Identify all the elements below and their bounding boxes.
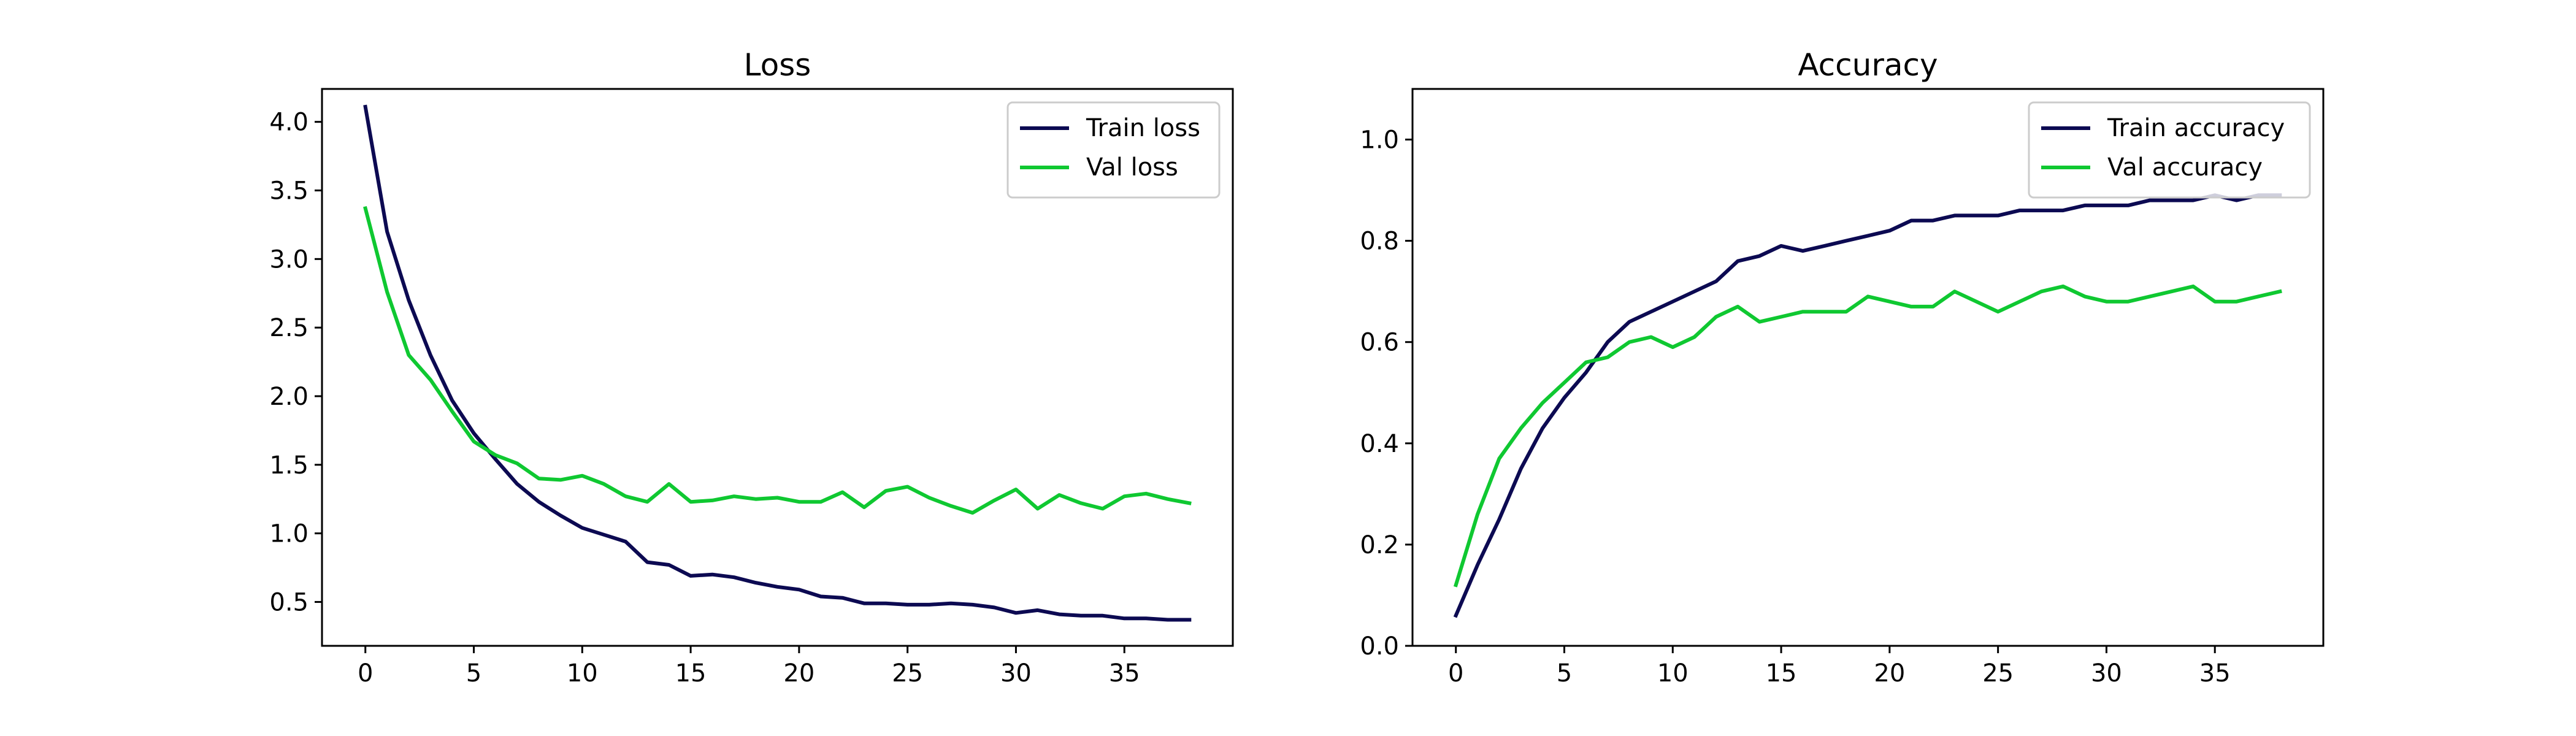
- y-tick-label: 0.5: [269, 588, 309, 616]
- legend: Train accuracy Val accuracy: [2028, 101, 2311, 199]
- x-tick-label: 20: [783, 659, 815, 688]
- x-tick-label: 30: [2091, 659, 2122, 688]
- y-tick-label: 1.0: [1360, 126, 1399, 155]
- chart-title: Accuracy: [1798, 47, 1938, 83]
- y-tick-label: 3.0: [269, 245, 309, 274]
- chart-panel-0: Loss 0 5 10 15 20 25 30 35 0.5 1.0 1.5 2.0 2.5 3.0 3.5 4…: [269, 47, 1234, 688]
- y-tick-label: 3.5: [269, 177, 309, 205]
- x-tick-label: 10: [1657, 659, 1689, 688]
- series-line-1: [1453, 284, 2282, 588]
- plot-frame: [321, 88, 1234, 647]
- series-line-1: [363, 205, 1192, 515]
- y-tick-label: 0.6: [1360, 329, 1399, 357]
- legend-box: [1006, 101, 1221, 199]
- legend-entry-label: Train loss: [1086, 114, 1200, 142]
- x-tick-label: 15: [675, 659, 707, 688]
- y-tick-label: 2.5: [269, 314, 309, 342]
- x-tick-label: 30: [1000, 659, 1032, 688]
- x-tick-label: 0: [358, 659, 373, 688]
- legend-box: [2028, 101, 2311, 199]
- legend: Train loss Val loss: [1006, 101, 1221, 199]
- x-tick-label: 35: [1109, 659, 1140, 688]
- x-tick-label: 10: [567, 659, 598, 688]
- chart-panel-1: Accuracy 0 5 10 15 20 25 30 35 0.0 0.2 0.4 0.6 0.8 1.0…: [1360, 47, 2325, 688]
- x-tick-label: 35: [2199, 659, 2231, 688]
- x-tick-label: 0: [1448, 659, 1463, 688]
- y-tick-label: 1.0: [269, 520, 309, 548]
- x-tick-label: 5: [466, 659, 481, 688]
- y-tick-label: 0.2: [1360, 531, 1399, 559]
- legend-entry-label: Val accuracy: [2107, 153, 2263, 182]
- series-line-0: [1453, 193, 2282, 618]
- legend-entry-label: Train accuracy: [2107, 114, 2285, 142]
- x-tick-label: 25: [1982, 659, 2014, 688]
- y-tick-label: 1.5: [269, 451, 309, 480]
- y-tick-label: 0.0: [1360, 632, 1399, 661]
- x-tick-label: 25: [892, 659, 923, 688]
- y-tick-label: 0.8: [1360, 228, 1399, 256]
- plot-frame: [1411, 88, 2325, 647]
- chart-title: Loss: [744, 47, 811, 83]
- y-tick-label: 0.4: [1360, 430, 1399, 458]
- x-tick-label: 15: [1766, 659, 1797, 688]
- series-line-0: [363, 104, 1192, 622]
- y-tick-label: 2.0: [269, 383, 309, 411]
- x-tick-label: 20: [1874, 659, 1905, 688]
- x-tick-label: 5: [1557, 659, 1572, 688]
- legend-entry-label: Val loss: [1086, 153, 1178, 182]
- y-tick-label: 4.0: [269, 109, 309, 137]
